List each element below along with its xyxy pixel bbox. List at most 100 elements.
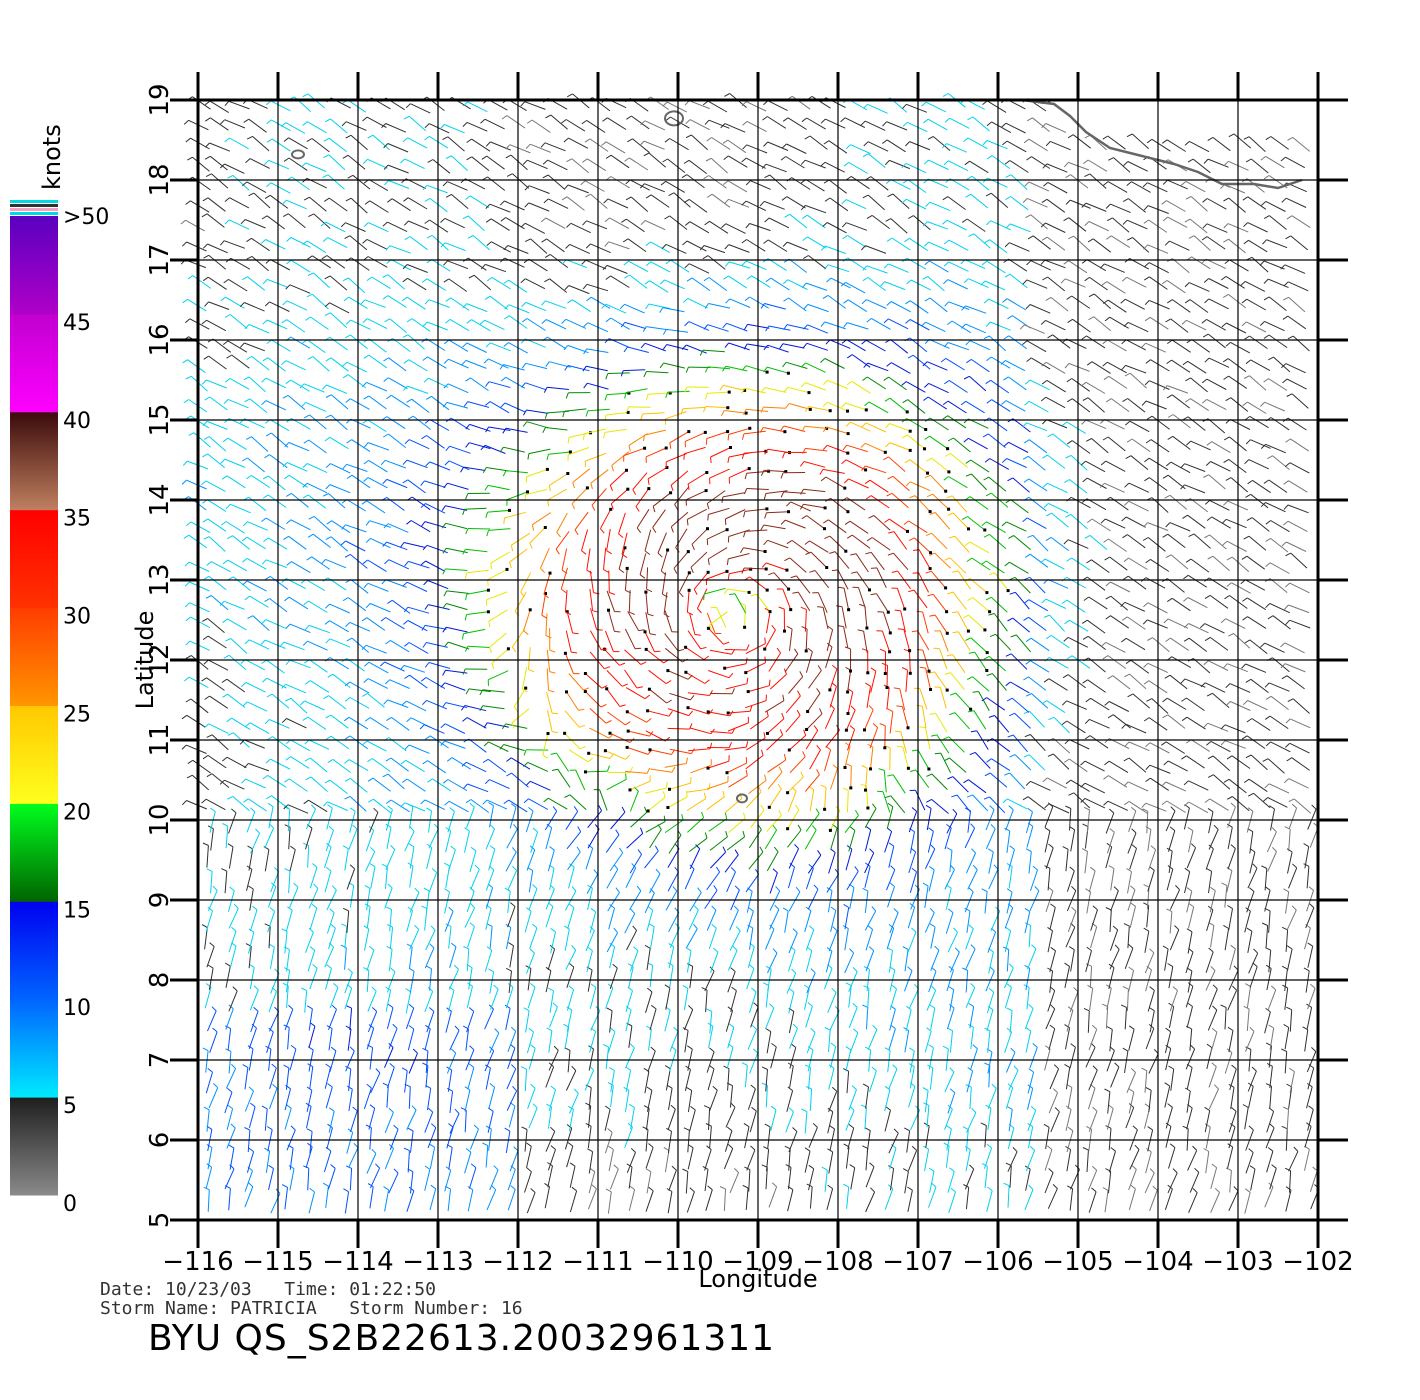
wind-barb [1230,477,1249,493]
wind-barb [428,810,432,833]
wind-barb-tick [1124,500,1130,506]
wind-barb [964,1168,975,1190]
wind-barb-tick [1124,800,1130,806]
wind-barb [251,474,270,489]
wind-barb [609,1168,619,1190]
wind-barb-tick [670,526,674,533]
wind-barb-tick [606,550,612,555]
wind-barb [470,799,490,813]
wind-barb [1244,1192,1251,1214]
wind-barb-tick [1124,741,1130,747]
wind-barb [1307,946,1314,968]
wind-barb [724,746,747,751]
wind-barb [687,508,708,520]
wind-barb [1048,678,1068,691]
wind-barb [728,818,746,833]
wind-barb-tick [946,495,953,499]
wind-barb [1167,697,1187,710]
wind-barb [248,848,254,871]
wind-barb [1067,674,1087,689]
wind-barb [1091,438,1109,454]
wind-barb [463,466,486,471]
wind-barb [746,911,754,933]
wind-barb-tick [593,869,598,875]
wind-barb [689,837,708,852]
wind-barb-tick [511,646,517,653]
legend-band [10,216,58,315]
wind-barb [764,387,787,393]
wind-barb [1005,400,1026,412]
wind-barb-tick [321,559,326,565]
wind-barb [952,512,969,530]
wind-barb [1091,518,1111,532]
wind-barb [346,499,366,512]
wind-barb [328,695,347,710]
wind-barb-tick [1028,1184,1034,1190]
wind-barb-tick [751,987,757,993]
rain-flag [928,567,932,571]
wind-barb-tick [223,654,230,659]
wind-barb-tick [212,1027,218,1033]
wind-barb [1048,502,1069,514]
wind-barb [245,659,266,671]
wind-barb [970,1048,978,1070]
wind-barb [809,1088,813,1112]
wind-barb-tick [1043,1123,1050,1128]
wind-barb [265,1150,271,1173]
wind-barb [708,1026,714,1048]
wind-barb [388,559,410,570]
wind-barb-tick [403,1147,410,1152]
legend-label: 30 [63,605,91,630]
wind-barb [249,989,259,1011]
wind-barb [1148,1053,1159,1074]
wind-barb-tick [185,616,191,622]
wind-barb-tick [1099,482,1105,488]
wind-barb [764,629,776,650]
wind-barb-tick [1307,1082,1313,1088]
wind-barb [207,1189,210,1212]
wind-barb-tick [1149,948,1155,954]
wind-barb [989,796,1006,814]
wind-barb-tick [630,1147,636,1153]
wind-barb-tick [325,867,332,872]
wind-barb-tick [745,741,749,748]
wind-barb [1187,1150,1198,1171]
wind-barb-tick [385,906,392,910]
wind-barb-tick [1161,781,1167,787]
wind-barb [1228,1190,1239,1212]
wind-barb [1027,948,1037,970]
wind-barb [803,488,826,493]
wind-barb [750,1006,759,1028]
rain-flag [565,690,568,694]
wind-barb [305,579,326,592]
wind-barb-tick [944,672,951,675]
wind-barb-tick [1087,518,1093,523]
rain-flag [744,671,748,675]
wind-barb [967,516,986,531]
wind-barb [1144,1172,1155,1194]
wind-barb-tick [421,625,426,631]
legend-label: 35 [63,507,91,532]
wind-barb-tick [1022,455,1029,460]
wind-barb-tick [299,700,305,706]
wind-barb [1268,1045,1272,1068]
wind-barb-tick [1286,1083,1292,1088]
wind-barb-tick [382,479,388,485]
wind-barb-tick [1303,843,1309,848]
wind-barb-tick [454,1108,460,1114]
wind-barb [209,396,228,411]
wind-barb-tick [1265,562,1271,567]
wind-barb-tick [965,459,971,464]
wind-barb-tick [794,804,800,811]
wind-barb [466,986,473,1008]
wind-barb-tick [1165,554,1172,559]
wind-barb-tick [342,374,349,379]
wind-barb [841,606,847,629]
wind-barb [1212,555,1230,572]
rain-flag [706,570,710,574]
wind-barb-tick [1105,581,1111,587]
wind-barb [307,1168,310,1191]
wind-barb [844,928,849,951]
wind-barb-tick [404,674,410,679]
wind-barb-tick [645,394,649,401]
